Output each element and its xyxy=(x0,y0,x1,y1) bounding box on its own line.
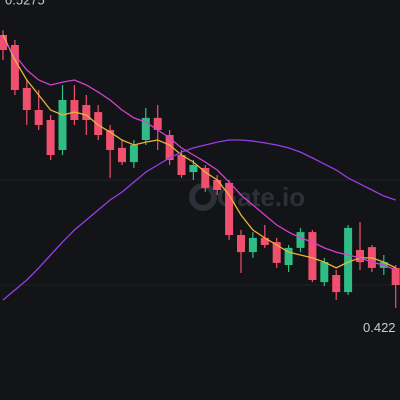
candle-body xyxy=(177,155,186,175)
candle-body xyxy=(58,100,67,150)
low-label: 0.422 xyxy=(363,320,396,335)
candle-body xyxy=(332,275,341,293)
candle-body xyxy=(70,100,79,120)
candle-body xyxy=(129,145,138,163)
candle-body xyxy=(320,262,329,283)
candle-body xyxy=(34,110,43,125)
candle-body xyxy=(118,147,126,163)
candle-body xyxy=(284,247,293,265)
candle-body xyxy=(10,45,19,90)
candle-body xyxy=(260,237,269,245)
candle-body xyxy=(356,250,364,263)
candle-body xyxy=(141,117,150,140)
high-label: 0.5275 xyxy=(5,0,45,7)
candle-body xyxy=(201,167,210,188)
candle-body xyxy=(344,227,353,293)
candle-body xyxy=(46,120,55,155)
moving-average-line xyxy=(2,39,396,271)
candle-body xyxy=(391,267,400,285)
candle-body xyxy=(0,35,7,50)
candle-body xyxy=(189,165,198,173)
candle-body xyxy=(153,117,162,130)
candle-body xyxy=(22,87,31,110)
candle-body xyxy=(213,180,222,190)
candle-body xyxy=(165,135,174,160)
candle-body xyxy=(296,232,305,248)
moving-average-line xyxy=(2,34,396,269)
candle-body xyxy=(237,235,245,253)
candle-body xyxy=(248,237,257,253)
candle-body xyxy=(94,112,103,135)
moving-average-line xyxy=(2,139,396,301)
candle-body xyxy=(272,242,281,263)
candle-body xyxy=(106,130,115,150)
candle-body xyxy=(308,232,317,280)
candle-body xyxy=(225,182,234,235)
candle-body xyxy=(82,105,91,120)
